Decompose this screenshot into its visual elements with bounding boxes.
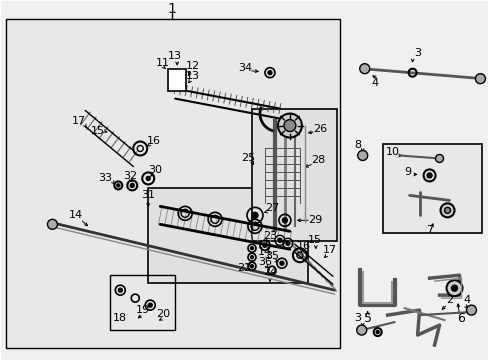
Bar bbox=[148, 188, 307, 283]
Text: 17: 17 bbox=[72, 116, 86, 126]
Bar bbox=[5, 19, 339, 348]
Circle shape bbox=[285, 241, 289, 245]
Text: 5: 5 bbox=[363, 312, 371, 325]
Text: 28: 28 bbox=[310, 156, 325, 166]
Text: 33: 33 bbox=[98, 174, 112, 184]
Text: 13: 13 bbox=[168, 51, 182, 61]
Circle shape bbox=[450, 285, 457, 291]
Circle shape bbox=[357, 150, 367, 161]
Circle shape bbox=[279, 261, 284, 265]
Circle shape bbox=[267, 71, 271, 75]
Circle shape bbox=[250, 256, 253, 259]
Circle shape bbox=[277, 113, 301, 138]
Circle shape bbox=[117, 184, 120, 187]
Circle shape bbox=[263, 243, 266, 247]
Text: 32: 32 bbox=[123, 171, 137, 181]
Text: 26: 26 bbox=[312, 123, 326, 134]
Text: 19: 19 bbox=[136, 305, 150, 315]
Text: 3: 3 bbox=[353, 313, 361, 323]
Bar bbox=[168, 69, 186, 91]
Text: 30: 30 bbox=[148, 166, 162, 175]
Text: 7: 7 bbox=[425, 225, 432, 235]
Text: 29: 29 bbox=[307, 215, 321, 225]
Bar bbox=[382, 144, 482, 233]
Circle shape bbox=[440, 203, 453, 217]
Circle shape bbox=[250, 265, 253, 268]
Circle shape bbox=[251, 212, 258, 218]
Text: 16: 16 bbox=[147, 135, 161, 145]
Text: 11: 11 bbox=[156, 58, 170, 68]
Circle shape bbox=[250, 247, 253, 250]
Text: 15: 15 bbox=[90, 126, 104, 135]
Circle shape bbox=[444, 207, 449, 213]
Circle shape bbox=[130, 183, 134, 188]
Text: 9: 9 bbox=[403, 167, 410, 177]
Circle shape bbox=[146, 176, 150, 180]
Text: 15: 15 bbox=[307, 235, 321, 245]
Text: 13: 13 bbox=[186, 71, 200, 81]
Circle shape bbox=[435, 154, 443, 162]
Text: 20: 20 bbox=[156, 309, 170, 319]
Circle shape bbox=[277, 238, 282, 242]
Circle shape bbox=[474, 74, 485, 84]
Text: 12: 12 bbox=[185, 61, 200, 71]
Text: 31: 31 bbox=[141, 190, 155, 201]
Circle shape bbox=[359, 64, 369, 74]
Text: 24: 24 bbox=[262, 267, 277, 277]
Text: 18: 18 bbox=[113, 313, 127, 323]
Text: 22: 22 bbox=[236, 263, 251, 273]
Text: 4: 4 bbox=[463, 295, 470, 305]
Text: 35: 35 bbox=[264, 251, 278, 261]
Text: 3: 3 bbox=[413, 48, 420, 58]
Text: 16: 16 bbox=[296, 241, 310, 251]
Circle shape bbox=[375, 330, 378, 334]
Circle shape bbox=[284, 120, 295, 131]
Circle shape bbox=[356, 325, 366, 335]
Circle shape bbox=[466, 305, 475, 315]
Circle shape bbox=[282, 218, 287, 223]
Text: 10: 10 bbox=[385, 148, 399, 157]
Text: 14: 14 bbox=[257, 247, 271, 257]
Text: 27: 27 bbox=[264, 203, 279, 213]
Circle shape bbox=[47, 219, 57, 229]
Circle shape bbox=[148, 303, 152, 307]
Circle shape bbox=[426, 173, 431, 178]
Text: 1: 1 bbox=[167, 2, 176, 16]
Text: 14: 14 bbox=[68, 210, 82, 220]
Text: 36: 36 bbox=[258, 257, 271, 267]
Circle shape bbox=[446, 280, 462, 296]
Bar bbox=[110, 275, 175, 330]
Text: 6: 6 bbox=[457, 312, 465, 325]
Bar bbox=[251, 109, 336, 241]
Text: 23: 23 bbox=[263, 231, 276, 241]
Text: 8: 8 bbox=[353, 140, 361, 149]
Circle shape bbox=[118, 288, 122, 292]
Text: 17: 17 bbox=[322, 245, 336, 255]
Text: 25: 25 bbox=[241, 153, 255, 163]
Text: 34: 34 bbox=[238, 63, 251, 73]
Text: 2: 2 bbox=[445, 295, 452, 305]
Text: 4: 4 bbox=[370, 78, 378, 87]
